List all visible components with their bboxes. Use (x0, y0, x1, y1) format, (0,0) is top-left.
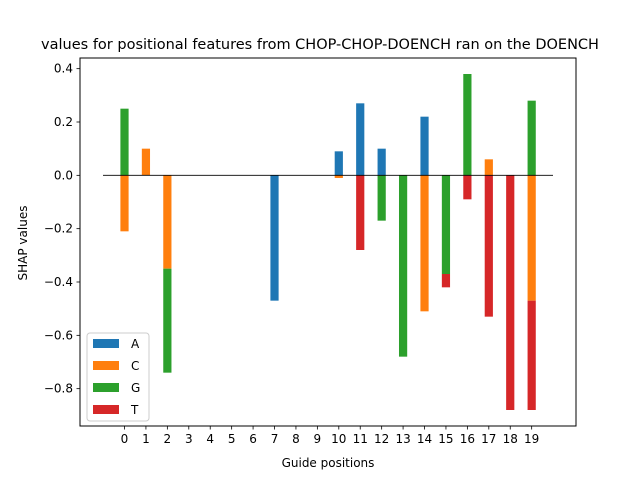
bar-T-11 (356, 175, 365, 250)
bar-C-10 (334, 175, 343, 178)
bar-C-0 (120, 175, 129, 232)
x-tick-label: 4 (206, 432, 214, 446)
bar-A-10 (334, 151, 343, 176)
legend-box (86, 332, 150, 422)
x-tick-label: 6 (249, 432, 257, 446)
x-tick-label: 5 (228, 432, 236, 446)
bar-G-19 (527, 100, 536, 176)
x-tick-label: 7 (271, 432, 279, 446)
bar-T-18 (506, 175, 515, 410)
y-tick-label: 0.2 (54, 115, 73, 129)
y-tick-label: −0.2 (44, 222, 73, 236)
x-tick-label: 14 (417, 432, 432, 446)
legend-swatch-C (93, 361, 119, 370)
x-tick-label: 12 (374, 432, 389, 446)
bar-G-12 (377, 175, 386, 221)
x-tick-label: 8 (292, 432, 300, 446)
x-tick-label: 13 (395, 432, 410, 446)
bar-C-19 (527, 175, 536, 301)
bar-C-2 (163, 175, 172, 269)
bar-G-13 (398, 175, 408, 357)
legend-label-C: C (131, 359, 139, 373)
legend-swatch-A (93, 339, 119, 348)
legend-label-G: G (131, 381, 140, 395)
bar-C-1 (141, 148, 151, 176)
chart-title: values for positional features from CHOP… (41, 37, 599, 53)
axes-frame (79, 57, 577, 427)
x-tick-label: 1 (142, 432, 150, 446)
bar-G-2 (163, 268, 172, 373)
x-tick-label: 10 (331, 432, 346, 446)
bar-G-16 (463, 74, 472, 176)
bar-C-14 (420, 175, 429, 312)
plot-area: 0.40.20.0−0.2−0.4−0.6−0.80 1 2 3 4 5 6 7 8 9 10 11 1… (44, 57, 577, 446)
y-tick-label: −0.6 (44, 328, 73, 342)
x-tick-label: 17 (481, 432, 496, 446)
x-tick-label: 16 (460, 432, 475, 446)
bar-T-15 (441, 274, 451, 288)
x-tick-label: 19 (524, 432, 539, 446)
y-tick-label: 0.0 (54, 168, 73, 182)
bar-T-19 (527, 300, 536, 410)
x-tick-label: 3 (185, 432, 193, 446)
bar-A-12 (377, 148, 386, 176)
legend-label-A: A (131, 337, 140, 351)
bar-T-16 (463, 175, 472, 200)
y-axis-label: SHAP values (16, 206, 30, 281)
x-axis-label: Guide positions (282, 456, 375, 470)
x-tick-label: 18 (503, 432, 518, 446)
bar-G-15 (441, 175, 451, 274)
x-tick-label: 15 (438, 432, 453, 446)
y-tick-label: −0.4 (44, 275, 73, 289)
x-tick-label: 2 (164, 432, 172, 446)
legend-swatch-T (93, 405, 119, 414)
legend-swatch-G (93, 383, 119, 392)
legend-label-T: T (130, 403, 139, 417)
x-tick-label: 0 (121, 432, 129, 446)
x-tick-label: 9 (314, 432, 322, 446)
bar-A-11 (356, 103, 365, 176)
y-tick-label: 0.4 (54, 62, 73, 76)
bar-T-17 (484, 175, 493, 317)
bar-C-17 (484, 159, 493, 176)
x-tick-label: 11 (353, 432, 368, 446)
y-tick-label: −0.8 (44, 382, 73, 396)
bar-A-14 (420, 116, 429, 176)
bar-A-7 (270, 175, 279, 301)
bar-G-0 (120, 108, 129, 176)
